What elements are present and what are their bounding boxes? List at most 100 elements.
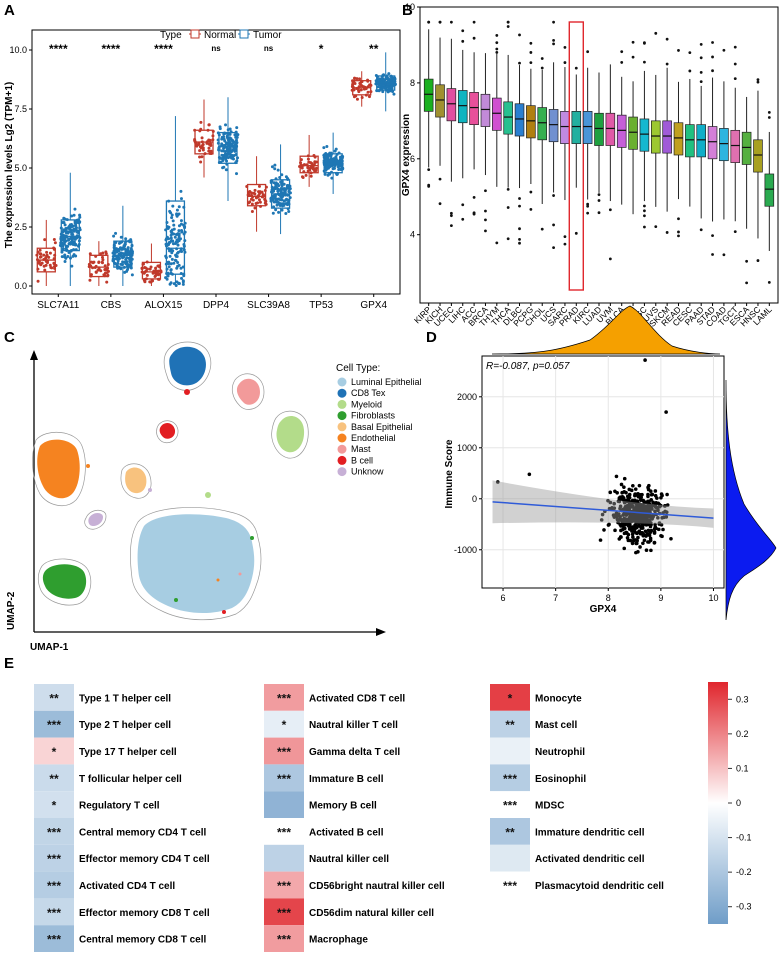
jitter-point [88,252,92,256]
panel-d-ytick-label: 1000 [457,443,477,453]
outlier-point [484,189,487,193]
outlier-point [427,20,431,24]
heatmap-cell-fill [34,710,74,738]
jitter-point [169,268,173,272]
outlier-point [563,45,567,49]
jitter-point [271,187,275,191]
jitter-point [73,207,77,211]
heatmap-significance: ** [49,691,59,705]
scatter-point [669,536,673,541]
jitter-point [44,263,48,267]
heatmap-cell: *** Activated B cell [264,818,384,845]
jitter-point [177,232,181,236]
jitter-point [254,196,258,200]
jitter-point [199,120,203,124]
outlier-point [552,223,555,227]
heatmap-cell: * Type 17 T helper cell [34,737,177,765]
jitter-point [96,268,100,272]
scatter-point [646,501,651,505]
box-body [218,131,238,164]
heatmap-significance: *** [277,879,291,893]
jitter-point [167,265,171,269]
jitter-point [177,224,181,228]
cluster-basal-epithelial [120,463,152,499]
box-body [89,254,109,278]
jitter-point [149,265,153,269]
jitter-point [250,202,254,206]
outlier-point [643,204,646,208]
outlier-point [756,78,760,82]
box-normal-cbs [87,241,110,286]
cluster-mast [231,373,265,410]
gpx4-box-prad [568,21,584,291]
box-body [628,116,638,150]
jitter-point [221,154,225,158]
scatter-point [662,504,667,508]
jitter-point [64,256,68,260]
outlier-point [518,33,521,37]
category-label: CBS [101,300,122,311]
heatmap-cell-fill [264,871,304,899]
legend-tumor-label: Tumor [253,30,282,41]
scatter-point [622,499,626,504]
scatter-point [634,541,639,546]
box-body [113,240,133,268]
jitter-point [229,143,233,147]
jitter-point [270,165,274,169]
scatter-point [631,484,635,488]
gpx4-box-thym [492,34,502,245]
outlier-point [608,208,612,212]
scatter-point [618,535,623,539]
heatmap-cell: *** Macrophage [264,925,368,952]
scatter-point [622,485,626,489]
outlier-point [495,50,499,54]
scatter-point [630,498,635,503]
outlier-point [472,20,476,24]
jitter-point [168,254,172,258]
jitter-point [175,266,179,270]
jitter-point [225,146,229,150]
box-body [764,173,775,207]
scatter-point [640,492,644,497]
jitter-point [357,90,361,94]
regression-line [492,501,714,519]
box-body [469,92,479,125]
jitter-point [114,231,118,235]
scatter-point [660,534,664,539]
heatmap-significance: *** [503,772,517,786]
box-body [650,120,661,154]
gpx4-box-coad [719,48,729,257]
panel-d-ytick-label: 0 [472,494,477,504]
outlier-point [574,66,578,70]
box-body [582,111,593,144]
umap-xlabel: UMAP-1 [30,642,69,653]
panel-a-chart: The expression levels Lg2 (TPM+1) 0.0 2.5… [4,29,401,311]
box-body [673,122,684,156]
outlier-point [608,257,612,261]
outlier-point [518,241,521,245]
jitter-point [209,143,213,147]
scatter-point [650,517,654,521]
heatmap-cell-fill [264,710,304,738]
heatmap-cell-fill [490,844,530,872]
colorbar-tick-label: 0 [736,798,741,808]
umap-legend-title: Cell Type: [336,363,380,374]
jitter-point [114,250,118,254]
heatmap-significance: *** [277,825,291,839]
scatter-point [633,492,638,497]
outlier-point [552,194,555,197]
outlier-point [540,66,544,70]
jitter-point [253,188,257,192]
panel-a-ylabel: The expression levels Lg2 (TPM+1) [4,82,15,248]
legend-swatch [337,377,347,387]
jitter-point [42,253,46,257]
scatter-point [656,508,660,512]
scatter-point [648,514,652,518]
scatter-point [621,518,625,522]
panel-c-umap: UMAP-2 UMAP-1 [6,341,422,653]
heatmap-row-label: Activated B cell [309,827,384,838]
jitter-point [324,155,328,159]
jitter-point [222,135,226,139]
significance-label: ** [369,42,379,56]
cluster-myeloid [271,410,309,459]
